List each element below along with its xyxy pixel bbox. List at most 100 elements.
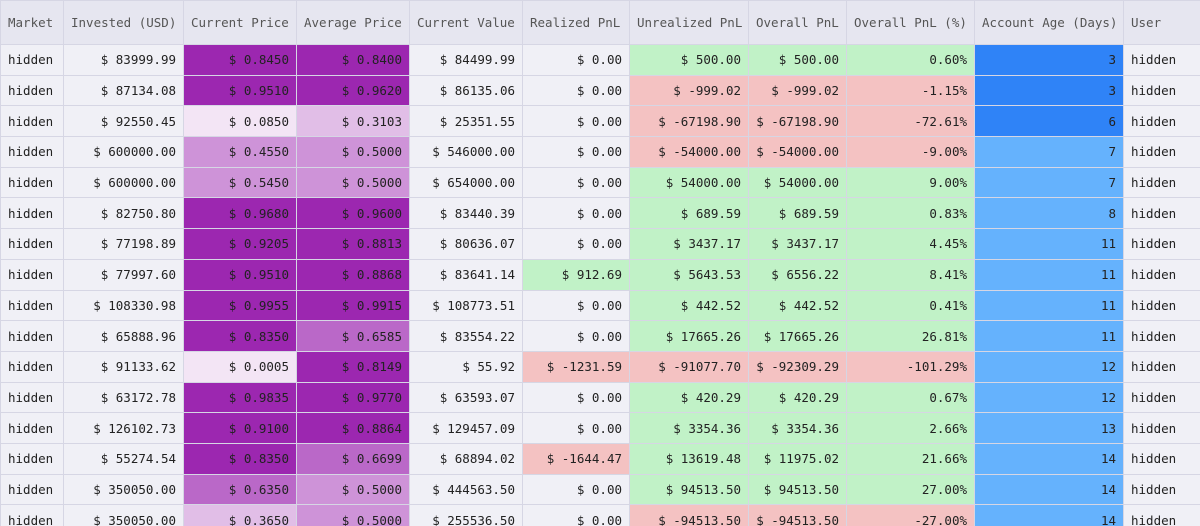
overall-pnl-pct-cell: 27.00% xyxy=(846,473,975,506)
current-price-cell: $ 0.0005 xyxy=(183,350,297,383)
realized-pnl-cell: $ 0.00 xyxy=(522,381,630,414)
overall-pnl-cell: $ 3354.36 xyxy=(748,412,847,444)
market-cell: hidden xyxy=(0,504,64,526)
market-cell: hidden xyxy=(0,166,64,199)
unrealized-pnl-cell: $ 17665.26 xyxy=(629,320,749,352)
realized-pnl-cell: $ 0.00 xyxy=(522,412,630,444)
unrealized-pnl-cell: $ 420.29 xyxy=(629,381,749,414)
average-price-cell: $ 0.9600 xyxy=(296,197,410,230)
overall-pnl-cell: $ -54000.00 xyxy=(748,136,847,168)
invested-cell: $ 108330.98 xyxy=(63,289,184,322)
current-price-cell: $ 0.6350 xyxy=(183,473,297,506)
current-value-cell: $ 83440.39 xyxy=(409,197,523,230)
account-age-cell: 11 xyxy=(974,289,1124,322)
table-body: hidden $ 83999.99 $ 0.8450 $ 0.8400 $ 84499.… xyxy=(0,44,1200,526)
column-header[interactable]: Overall PnL xyxy=(748,0,847,45)
current-value-cell: $ 84499.99 xyxy=(409,44,523,76)
unrealized-pnl-cell: $ 3437.17 xyxy=(629,228,749,260)
overall-pnl-cell: $ 11975.02 xyxy=(748,442,847,475)
overall-pnl-cell: $ 442.52 xyxy=(748,289,847,322)
market-cell: hidden xyxy=(0,381,64,414)
account-age-cell: 6 xyxy=(974,105,1124,138)
market-cell: hidden xyxy=(0,197,64,230)
market-cell: hidden xyxy=(0,442,64,475)
current-price-cell: $ 0.8350 xyxy=(183,320,297,352)
account-age-cell: 7 xyxy=(974,166,1124,199)
column-header[interactable]: Realized PnL xyxy=(522,0,630,45)
realized-pnl-cell: $ 0.00 xyxy=(522,105,630,138)
column-header[interactable]: Market xyxy=(0,0,64,45)
overall-pnl-cell: $ 6556.22 xyxy=(748,258,847,291)
column-header[interactable]: Invested (USD) xyxy=(63,0,184,45)
overall-pnl-cell: $ 689.59 xyxy=(748,197,847,230)
realized-pnl-cell: $ 0.00 xyxy=(522,136,630,168)
average-price-cell: $ 0.8149 xyxy=(296,350,410,383)
unrealized-pnl-cell: $ -94513.50 xyxy=(629,504,749,526)
column-header[interactable]: Overall PnL (%) xyxy=(846,0,975,45)
column-header[interactable]: Average Price xyxy=(296,0,410,45)
unrealized-pnl-cell: $ -91077.70 xyxy=(629,350,749,383)
realized-pnl-cell: $ 0.00 xyxy=(522,320,630,352)
market-cell: hidden xyxy=(0,44,64,76)
overall-pnl-cell: $ -94513.50 xyxy=(748,504,847,526)
current-price-cell: $ 0.0850 xyxy=(183,105,297,138)
average-price-cell: $ 0.5000 xyxy=(296,504,410,526)
account-age-cell: 14 xyxy=(974,504,1124,526)
current-value-cell: $ 83641.14 xyxy=(409,258,523,291)
overall-pnl-pct-cell: -72.61% xyxy=(846,105,975,138)
user-cell: hidden xyxy=(1123,136,1200,168)
invested-cell: $ 65888.96 xyxy=(63,320,184,352)
column-header[interactable]: Current Price xyxy=(183,0,297,45)
overall-pnl-pct-cell: -27.00% xyxy=(846,504,975,526)
current-value-cell: $ 86135.06 xyxy=(409,74,523,107)
overall-pnl-pct-cell: 4.45% xyxy=(846,228,975,260)
realized-pnl-cell: $ 0.00 xyxy=(522,504,630,526)
unrealized-pnl-cell: $ -999.02 xyxy=(629,74,749,107)
overall-pnl-cell: $ 500.00 xyxy=(748,44,847,76)
realized-pnl-cell: $ 0.00 xyxy=(522,289,630,322)
current-value-cell: $ 80636.07 xyxy=(409,228,523,260)
account-age-cell: 14 xyxy=(974,473,1124,506)
table-row: hidden $ 77198.89 $ 0.9205 $ 0.8813 $ 80636.… xyxy=(0,228,1200,260)
invested-cell: $ 91133.62 xyxy=(63,350,184,383)
invested-cell: $ 55274.54 xyxy=(63,442,184,475)
overall-pnl-pct-cell: -101.29% xyxy=(846,350,975,383)
current-price-cell: $ 0.9510 xyxy=(183,74,297,107)
current-price-cell: $ 0.9835 xyxy=(183,381,297,414)
current-value-cell: $ 108773.51 xyxy=(409,289,523,322)
account-age-cell: 12 xyxy=(974,381,1124,414)
invested-cell: $ 126102.73 xyxy=(63,412,184,444)
market-cell: hidden xyxy=(0,74,64,107)
overall-pnl-pct-cell: 26.81% xyxy=(846,320,975,352)
user-cell: hidden xyxy=(1123,412,1200,444)
average-price-cell: $ 0.9620 xyxy=(296,74,410,107)
current-value-cell: $ 25351.55 xyxy=(409,105,523,138)
column-header[interactable]: User xyxy=(1123,0,1200,45)
overall-pnl-cell: $ -92309.29 xyxy=(748,350,847,383)
current-price-cell: $ 0.9205 xyxy=(183,228,297,260)
average-price-cell: $ 0.8813 xyxy=(296,228,410,260)
current-price-cell: $ 0.4550 xyxy=(183,136,297,168)
average-price-cell: $ 0.8864 xyxy=(296,412,410,444)
invested-cell: $ 92550.45 xyxy=(63,105,184,138)
average-price-cell: $ 0.8868 xyxy=(296,258,410,291)
current-price-cell: $ 0.8350 xyxy=(183,442,297,475)
overall-pnl-pct-cell: -9.00% xyxy=(846,136,975,168)
account-age-cell: 14 xyxy=(974,442,1124,475)
column-header[interactable]: Account Age (Days) xyxy=(974,0,1124,45)
realized-pnl-cell: $ 0.00 xyxy=(522,228,630,260)
column-header[interactable]: Unrealized PnL xyxy=(629,0,749,45)
realized-pnl-cell: $ 0.00 xyxy=(522,44,630,76)
overall-pnl-pct-cell: 0.60% xyxy=(846,44,975,76)
account-age-cell: 8 xyxy=(974,197,1124,230)
current-price-cell: $ 0.5450 xyxy=(183,166,297,199)
realized-pnl-cell: $ -1644.47 xyxy=(522,442,630,475)
user-cell: hidden xyxy=(1123,197,1200,230)
column-header[interactable]: Current Value xyxy=(409,0,523,45)
current-value-cell: $ 654000.00 xyxy=(409,166,523,199)
account-age-cell: 3 xyxy=(974,74,1124,107)
average-price-cell: $ 0.5000 xyxy=(296,136,410,168)
account-age-cell: 12 xyxy=(974,350,1124,383)
